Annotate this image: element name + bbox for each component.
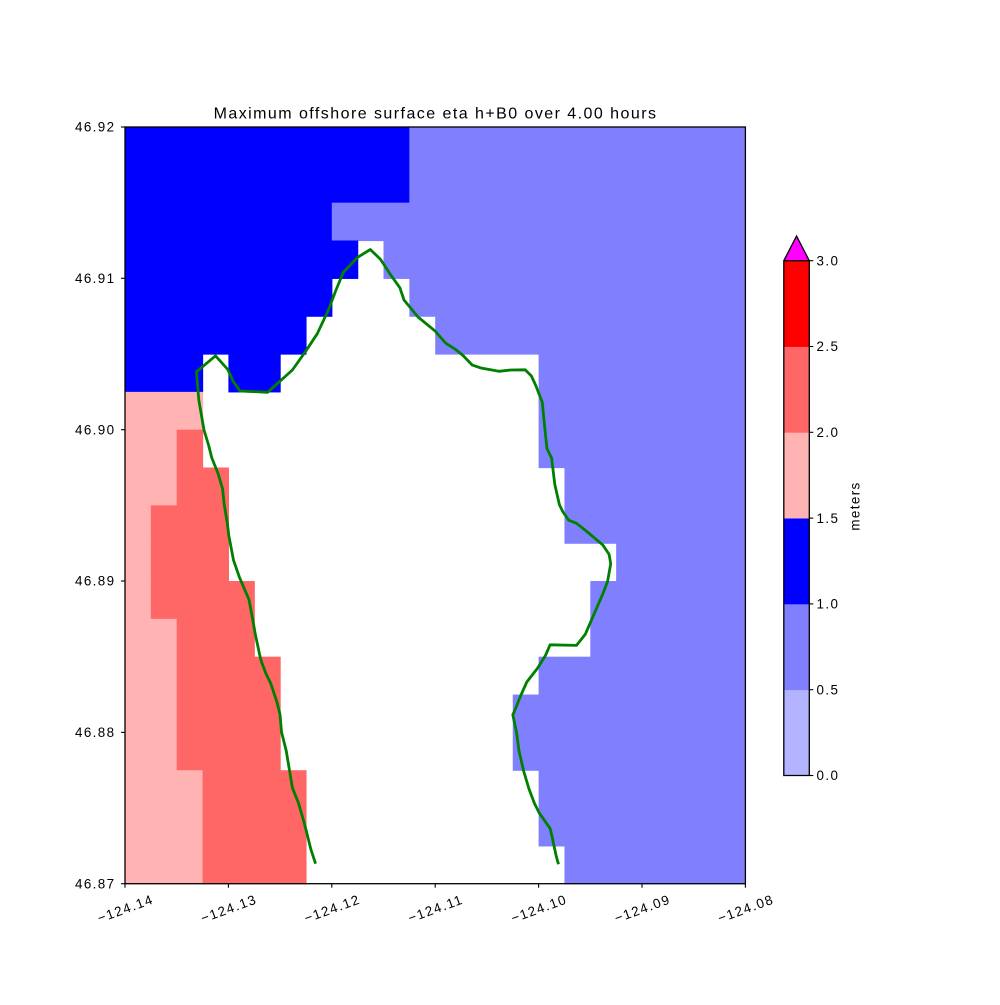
svg-text:46.89: 46.89 xyxy=(75,574,116,589)
svg-text:46.91: 46.91 xyxy=(75,271,116,286)
svg-text:2.5: 2.5 xyxy=(817,339,840,354)
svg-text:46.92: 46.92 xyxy=(75,120,116,135)
svg-text:meters: meters xyxy=(848,481,863,530)
svg-text:0.0: 0.0 xyxy=(817,768,840,783)
svg-text:1.0: 1.0 xyxy=(817,597,840,612)
svg-text:Maximum offshore surface eta h: Maximum offshore surface eta h+B0 over 4… xyxy=(214,106,658,123)
svg-text:46.90: 46.90 xyxy=(75,422,116,437)
svg-text:0.5: 0.5 xyxy=(817,682,840,697)
svg-text:1.5: 1.5 xyxy=(817,511,840,526)
svg-text:2.0: 2.0 xyxy=(817,425,840,440)
svg-text:3.0: 3.0 xyxy=(817,253,840,268)
svg-text:46.88: 46.88 xyxy=(75,725,116,740)
svg-text:46.87: 46.87 xyxy=(75,876,116,891)
